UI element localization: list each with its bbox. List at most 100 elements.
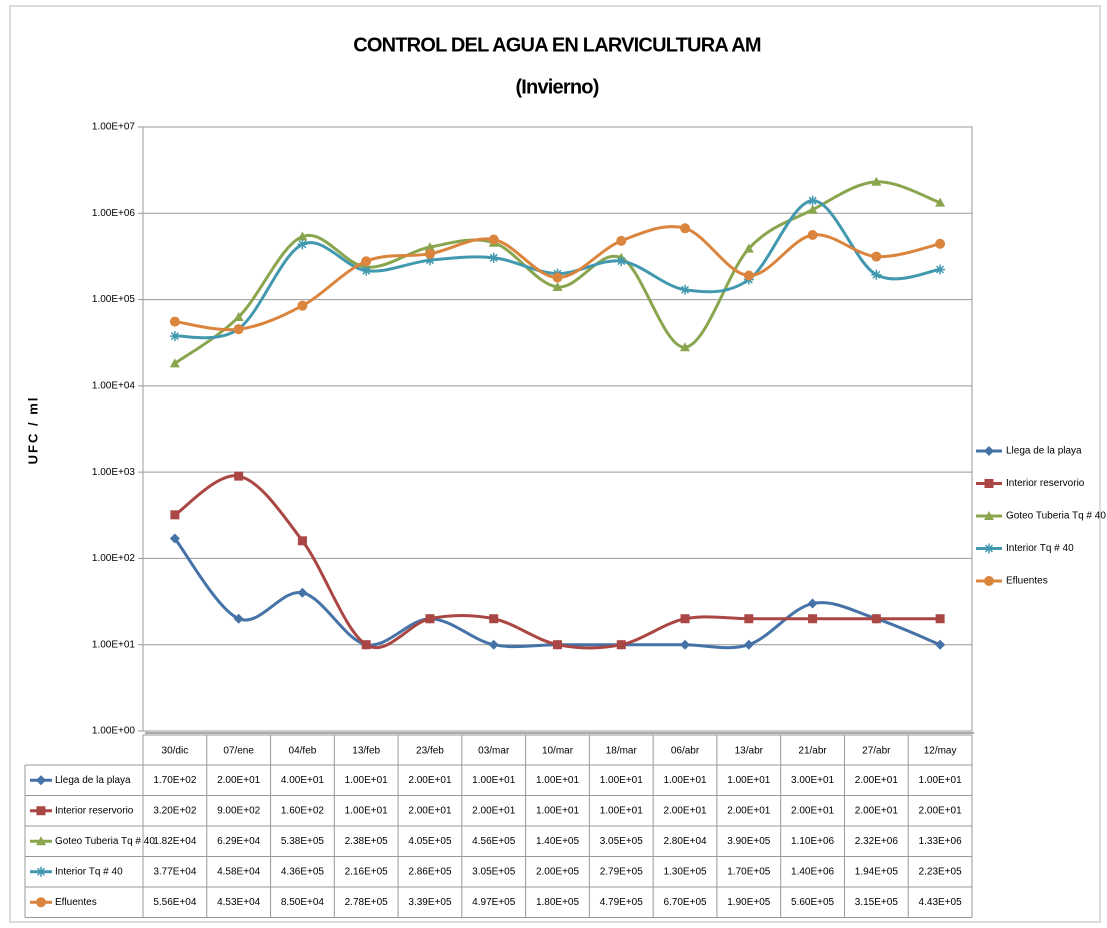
- marker: [807, 195, 818, 206]
- marker: [807, 204, 818, 214]
- x-tick-label: 21/abr: [798, 746, 827, 757]
- marker: [680, 284, 691, 295]
- table-cell: 4.56E+05: [472, 836, 516, 847]
- marker: [808, 614, 818, 624]
- table-cell: 4.43E+05: [919, 897, 963, 908]
- marker: [935, 197, 946, 207]
- table-cell: 1.00E+01: [727, 775, 771, 786]
- table-cell: 1.00E+01: [600, 805, 644, 816]
- table-cell: 1.80E+05: [536, 897, 580, 908]
- legend-label: Interior Tq # 40: [1006, 543, 1074, 554]
- x-tick-label: 30/dic: [162, 746, 189, 757]
- marker: [680, 639, 691, 650]
- marker: [361, 256, 372, 267]
- table-cell: 5.60E+05: [791, 897, 835, 908]
- x-tick-label: 13/abr: [735, 746, 764, 757]
- marker: [297, 300, 308, 311]
- marker: [680, 223, 691, 234]
- marker: [935, 264, 946, 275]
- table-series-name: Efluentes: [55, 897, 97, 908]
- table-cell: 2.86E+05: [408, 866, 452, 877]
- marker: [297, 587, 308, 598]
- table-cell: 2.00E+01: [791, 805, 835, 816]
- x-tick-label: 03/mar: [478, 746, 510, 757]
- table-series-name: Interior Tq # 40: [55, 866, 123, 877]
- y-tick-label: 1.00E+04: [92, 380, 136, 391]
- marker: [297, 231, 308, 241]
- marker: [552, 281, 563, 291]
- marker: [488, 252, 499, 263]
- legend-label: Llega de la playa: [1006, 446, 1082, 457]
- table-cell: 4.36E+05: [281, 866, 325, 877]
- marker: [807, 230, 818, 241]
- table-cell: 2.80E+04: [663, 836, 707, 847]
- marker: [425, 614, 435, 624]
- table-cell: 1.70E+02: [153, 775, 197, 786]
- table-cell: 2.79E+05: [600, 866, 644, 877]
- marker: [234, 471, 244, 481]
- marker: [984, 446, 994, 456]
- table-cell: 2.78E+05: [345, 897, 389, 908]
- y-axis-label: UFC / ml: [25, 396, 40, 465]
- marker: [680, 342, 691, 352]
- table-cell: 1.10E+06: [791, 836, 835, 847]
- table-cell: 4.00E+01: [281, 775, 325, 786]
- table-cell: 1.00E+01: [600, 775, 644, 786]
- table-cell: 4.58E+04: [217, 866, 261, 877]
- marker: [935, 238, 946, 249]
- marker: [984, 543, 994, 554]
- marker: [361, 265, 372, 276]
- table-cell: 6.70E+05: [663, 897, 707, 908]
- y-tick-label: 1.00E+01: [92, 639, 136, 650]
- table-cell: 2.23E+05: [919, 866, 963, 877]
- marker: [36, 866, 46, 877]
- marker: [488, 639, 499, 650]
- table-cell: 2.00E+01: [855, 805, 899, 816]
- marker: [871, 269, 882, 280]
- y-tick-label: 1.00E+05: [92, 294, 136, 305]
- marker: [743, 639, 754, 650]
- table-cell: 5.38E+05: [281, 836, 325, 847]
- x-tick-label: 12/may: [924, 746, 957, 757]
- marker: [744, 614, 754, 624]
- marker: [169, 331, 180, 342]
- marker: [807, 598, 818, 609]
- table-cell: 3.20E+02: [153, 805, 197, 816]
- table-cell: 2.00E+01: [408, 775, 452, 786]
- x-tick-label: 23/feb: [416, 746, 444, 757]
- marker: [169, 316, 180, 327]
- marker: [424, 248, 435, 259]
- table-cell: 1.60E+02: [281, 805, 325, 816]
- marker: [297, 536, 307, 546]
- marker: [297, 239, 308, 250]
- marker: [489, 614, 499, 624]
- table-cell: 2.00E+01: [727, 805, 771, 816]
- marker: [488, 234, 499, 245]
- marker: [871, 614, 881, 624]
- marker: [553, 640, 562, 650]
- x-tick-label: 27/abr: [862, 746, 891, 757]
- marker: [169, 533, 180, 544]
- table-cell: 8.50E+04: [281, 897, 325, 908]
- table-cell: 4.79E+05: [600, 897, 644, 908]
- marker: [743, 243, 754, 253]
- y-tick-label: 1.00E+03: [92, 467, 136, 478]
- table-cell: 1.00E+01: [536, 805, 580, 816]
- table-cell: 3.15E+05: [855, 897, 899, 908]
- legend-label: Goteo Tuberia Tq # 40: [1006, 511, 1106, 522]
- x-tick-label: 04/feb: [289, 746, 317, 757]
- marker: [233, 613, 244, 624]
- table-cell: 1.40E+06: [791, 866, 835, 877]
- table-cell: 2.16E+05: [345, 866, 389, 877]
- chart-title: CONTROL DEL AGUA EN LARVICULTURA AM: [353, 34, 761, 56]
- marker: [871, 251, 882, 262]
- table-cell: 4.53E+04: [217, 897, 261, 908]
- table-cell: 1.30E+05: [663, 866, 707, 877]
- table-cell: 3.05E+05: [600, 836, 644, 847]
- marker: [36, 897, 46, 908]
- chart-subtitle: (Invierno): [515, 76, 598, 98]
- table-cell: 2.00E+05: [536, 866, 580, 877]
- marker: [616, 235, 627, 246]
- table-cell: 1.00E+01: [919, 775, 963, 786]
